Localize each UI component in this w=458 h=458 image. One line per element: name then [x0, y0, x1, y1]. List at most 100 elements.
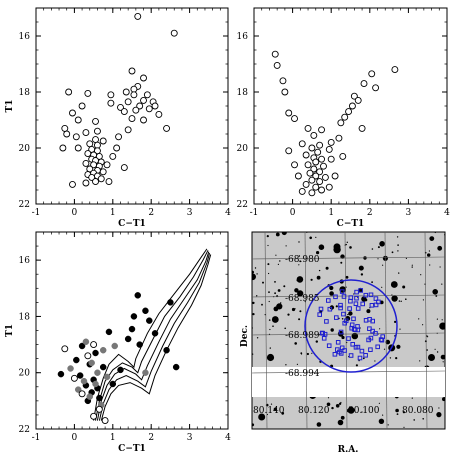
y-tick-label: 16: [237, 32, 249, 42]
star: [309, 236, 313, 240]
data-point: [140, 96, 147, 104]
x-tick-label: 4: [225, 208, 231, 218]
data-point: [109, 380, 117, 388]
data-point: [271, 50, 279, 58]
star: [345, 243, 347, 246]
star: [287, 313, 290, 316]
star: [402, 411, 405, 414]
data-point: [105, 178, 113, 186]
data-point: [95, 405, 103, 413]
data-point: [90, 341, 98, 349]
star: [355, 364, 358, 367]
star: [428, 250, 430, 252]
star: [268, 291, 270, 293]
ra-grid-line: [384, 232, 388, 429]
data-point: [74, 386, 82, 393]
ra-grid-line: [344, 232, 348, 429]
data-point: [325, 145, 333, 153]
y-tick-label: 20: [237, 144, 249, 154]
star: [298, 264, 300, 266]
data-point: [337, 119, 345, 127]
ra-label-4: 80.080: [402, 406, 434, 416]
star: [347, 406, 355, 414]
y-tick-label: 18: [237, 88, 249, 98]
data-point: [82, 179, 90, 187]
star: [413, 419, 416, 421]
star: [298, 241, 300, 243]
data-point: [298, 187, 306, 195]
data-point: [97, 175, 105, 183]
star: [434, 232, 436, 234]
data-point: [78, 390, 86, 398]
data-point: [143, 91, 151, 99]
data-point: [84, 352, 92, 360]
member-marker: [359, 348, 365, 354]
data-point: [86, 140, 94, 148]
data-point: [73, 356, 80, 364]
data-point: [69, 180, 76, 188]
member-marker: [369, 303, 375, 308]
y-tick-label: 16: [19, 32, 31, 42]
star: [429, 264, 431, 266]
data-point: [368, 70, 376, 78]
x-tick-label: -1: [32, 433, 41, 443]
data-point: [132, 106, 140, 114]
data-point: [128, 325, 136, 333]
data-point: [325, 183, 333, 191]
data-point: [318, 126, 325, 134]
data-point: [92, 117, 99, 125]
data-point: [120, 164, 128, 172]
data-point: [167, 299, 174, 306]
dec-label-1: -68.980: [285, 255, 320, 265]
star: [315, 236, 317, 238]
star: [252, 313, 255, 316]
data-point: [327, 138, 335, 146]
data-point: [69, 109, 76, 117]
star: [254, 267, 257, 269]
data-point: [130, 85, 138, 93]
ra-grid-line: [264, 232, 268, 429]
member-marker: [375, 344, 380, 350]
star: [441, 283, 443, 285]
member-marker: [349, 322, 355, 328]
data-point: [107, 99, 115, 107]
star: [268, 300, 270, 303]
star: [432, 289, 439, 295]
data-point: [96, 394, 103, 402]
member-marker: [343, 318, 349, 324]
data-point: [120, 108, 128, 116]
data-point: [61, 124, 69, 132]
star: [442, 397, 445, 402]
data-point: [308, 176, 316, 184]
star: [340, 261, 343, 264]
dec-axis-label: Dec.: [240, 325, 250, 347]
data-point: [372, 84, 380, 92]
star: [262, 281, 264, 284]
star: [329, 291, 334, 296]
star: [379, 328, 381, 330]
star: [403, 426, 405, 428]
data-point: [163, 346, 170, 354]
data-point: [140, 116, 147, 124]
x-tick-label: -1: [32, 208, 41, 218]
member-marker: [373, 296, 379, 301]
member-marker: [368, 347, 373, 352]
x-tick-label: 1: [110, 433, 116, 443]
data-point: [115, 133, 123, 141]
ra-label-1: 80.140: [253, 406, 285, 416]
star: [280, 302, 282, 304]
data-point: [314, 148, 322, 156]
star: [362, 357, 365, 360]
data-point: [82, 159, 90, 167]
data-point: [84, 89, 92, 97]
data-point: [318, 186, 325, 194]
data-point: [94, 369, 101, 376]
data-point: [107, 91, 115, 99]
data-point: [65, 88, 73, 96]
star: [426, 349, 429, 351]
x-tick-label: 1: [110, 208, 116, 218]
sky-image-panel: -68.980 -68.985 -68.989 -68.994 80.140 8…: [240, 231, 446, 455]
data-point: [318, 155, 325, 163]
x-tick-label: 1: [328, 208, 334, 218]
data-point: [88, 359, 95, 367]
